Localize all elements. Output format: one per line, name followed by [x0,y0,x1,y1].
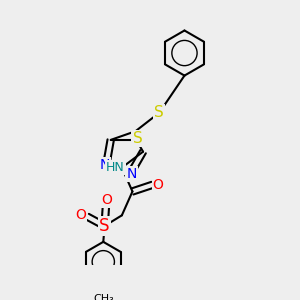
Text: O: O [75,208,86,222]
Text: CH₃: CH₃ [93,294,114,300]
Text: N: N [126,167,137,181]
Text: S: S [154,105,164,120]
Text: N: N [100,158,110,172]
Text: O: O [153,178,164,192]
Text: HN: HN [106,161,124,174]
Text: S: S [99,217,110,235]
Text: S: S [133,131,142,146]
Text: O: O [101,193,112,207]
